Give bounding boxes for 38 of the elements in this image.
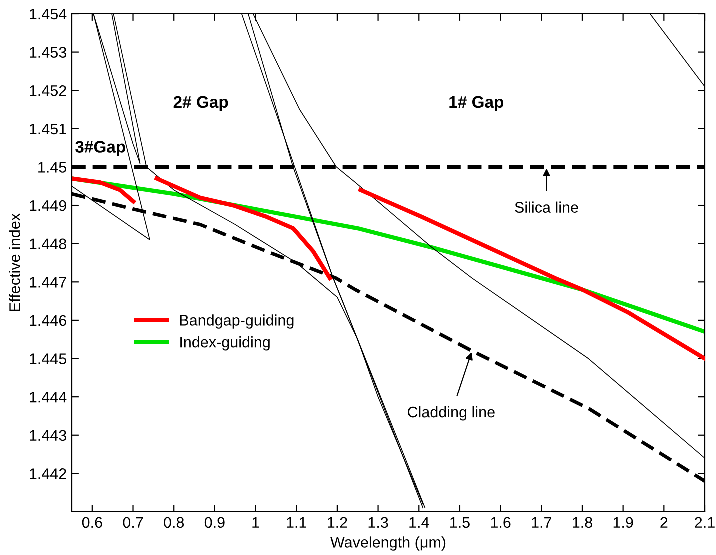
x-tick-label: 1.4: [410, 517, 430, 528]
legend-label: Index-guiding: [180, 336, 270, 351]
y-tick-label: 1.453: [30, 47, 66, 58]
x-tick-label: 1.1: [287, 517, 306, 528]
x-tick-label: 0.9: [204, 517, 225, 528]
x-tick-label: 1.5: [450, 517, 470, 528]
annotation: 1# Gap: [450, 96, 504, 112]
ref-line-label: Silica line: [515, 202, 578, 213]
x-axis-title: Wavelength (μm): [330, 536, 446, 551]
y-tick-label: 1.448: [30, 238, 66, 250]
annotation: 3#Gap: [76, 141, 126, 156]
x-tick-label: 2.1: [695, 517, 715, 528]
annotation: Cladding line: [408, 406, 495, 421]
x-tick-label: 1.2: [328, 517, 348, 528]
x-tick-label: 1.7: [532, 517, 552, 528]
annotation: 2# Gap: [174, 96, 228, 112]
y-tick-label: 1.443: [30, 430, 66, 442]
legend-label: Bandgap-guiding: [180, 314, 294, 329]
y-tick-label: 1.445: [30, 354, 66, 364]
y-tick-label: 1.454: [30, 9, 67, 20]
x-tick-label: 0.7: [123, 517, 144, 528]
y-tick-label: 1.444: [30, 392, 67, 403]
x-tick-label: 1: [252, 517, 260, 528]
x-tick-label: 0.6: [82, 517, 102, 528]
x-tick-label: 1.8: [573, 517, 592, 528]
y-tick-label: 1.446: [30, 315, 66, 326]
y-tick-label: 1.442: [30, 468, 66, 480]
y-tick-label: 1.451: [30, 124, 66, 135]
y-tick-label: 1.45: [38, 162, 66, 173]
y-axis-title: Effective index: [9, 214, 20, 312]
y-tick-label: 1.452: [30, 85, 66, 96]
x-tick-label: 0.8: [164, 517, 184, 528]
y-tick-label: 1.449: [30, 200, 66, 212]
x-tick-label: 1.3: [368, 517, 388, 528]
x-tick-label: 1.6: [491, 517, 511, 528]
x-tick-label: 2: [660, 517, 668, 528]
y-tick-label: 1.447: [30, 277, 66, 288]
x-tick-label: 1.9: [614, 517, 634, 528]
